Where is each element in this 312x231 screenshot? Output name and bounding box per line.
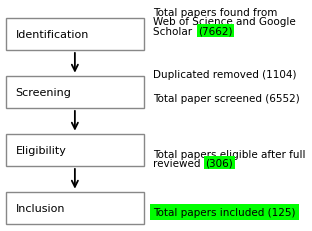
Text: Inclusion: Inclusion: [16, 203, 65, 213]
FancyBboxPatch shape: [6, 192, 144, 224]
Text: Scholar: Scholar: [153, 27, 195, 36]
Text: Screening: Screening: [16, 87, 71, 97]
Text: Duplicated removed (1104): Duplicated removed (1104): [153, 69, 296, 79]
Text: Total papers found from: Total papers found from: [153, 8, 277, 18]
Text: Total papers eligible after full: Total papers eligible after full: [153, 149, 305, 159]
Text: Eligibility: Eligibility: [16, 145, 66, 155]
Text: Total papers included (125): Total papers included (125): [153, 207, 295, 217]
FancyBboxPatch shape: [6, 134, 144, 166]
Text: Web of Science and Google: Web of Science and Google: [153, 17, 296, 27]
FancyBboxPatch shape: [6, 76, 144, 109]
Text: Total paper screened (6552): Total paper screened (6552): [153, 94, 300, 103]
Text: (306): (306): [205, 158, 233, 168]
Text: reviewed: reviewed: [153, 158, 204, 168]
FancyBboxPatch shape: [6, 18, 144, 51]
Text: Identification: Identification: [16, 30, 89, 40]
Text: (7662): (7662): [198, 27, 233, 36]
